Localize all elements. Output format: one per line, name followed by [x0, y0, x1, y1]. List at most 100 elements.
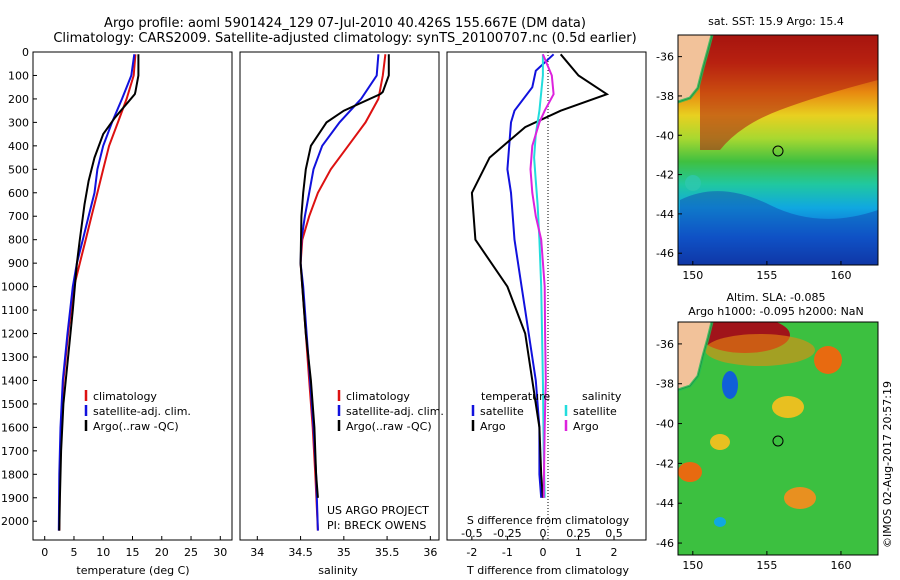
legend-label: Argo	[573, 420, 599, 433]
depth-tick-label: 200	[8, 93, 29, 106]
series-line-2	[299, 54, 390, 498]
temperature-legend: climatology satellite-adj. clim. Argo(..ra…	[84, 390, 191, 433]
legend-label: satellite-adj. clim.	[346, 405, 444, 418]
lon-tick-label: 160	[830, 269, 851, 282]
sla-argo-location	[772, 435, 784, 447]
legend-label: satellite	[480, 405, 524, 418]
legend-label: climatology	[346, 390, 410, 403]
sla-lon-ticks: 150 155 160	[682, 551, 851, 572]
imos-credit: ©IMOS 02-Aug-2017 20:57:19	[881, 381, 894, 548]
difference-legend: temperature salinity satellite Argo satellit…	[471, 390, 622, 433]
series-line-1	[470, 53, 610, 498]
x-tick-label: 10	[96, 546, 110, 559]
depth-tick-label: 600	[8, 187, 29, 200]
lat-tick-label: -44	[656, 497, 674, 510]
lat-tick-label: -42	[656, 457, 674, 470]
lat-tick-label: -40	[656, 129, 674, 142]
depth-tick-label: 100	[8, 69, 29, 82]
s-diff-tick-label: 0	[539, 527, 546, 540]
depth-tick-label: 700	[8, 210, 29, 223]
sst-map-frame	[677, 34, 879, 266]
depth-tick-label: 1400	[1, 374, 29, 387]
depth-axis-ticks: 0 100 200 300 400 500 600 700 800 900 1000 1100 1200…	[1, 46, 37, 528]
lat-tick-label: -38	[656, 90, 674, 103]
x-tick-label: 5	[70, 546, 77, 559]
series-line-2	[58, 54, 140, 531]
series-line-3	[529, 53, 555, 498]
s-difference-axis-label: S difference from climatology	[467, 514, 630, 527]
x-tick-label: 2	[611, 546, 618, 559]
lat-tick-label: -36	[656, 51, 674, 64]
depth-tick-label: 400	[8, 140, 29, 153]
series-line-1	[57, 54, 136, 531]
t-difference-axis-label: T difference from climatology	[466, 564, 629, 577]
lon-tick-label: 155	[756, 269, 777, 282]
series-line-2	[533, 54, 546, 498]
sst-argo-location	[772, 145, 784, 157]
s-difference-axis-ticks: -0.5 -0.25 0 0.25 0.5	[461, 527, 623, 540]
sst-lat-ticks: -36 -38 -40 -42 -44 -46	[656, 51, 682, 260]
sla-map-title-line2: Argo h1000: -0.095 h2000: NaN	[688, 305, 864, 318]
depth-tick-label: 2000	[1, 515, 29, 528]
temperature-profile-lines	[57, 54, 140, 531]
depth-tick-label: 1300	[1, 351, 29, 364]
lon-tick-label: 155	[756, 559, 777, 572]
project-annotation: US ARGO PROJECT	[327, 504, 429, 517]
lon-tick-label: 150	[682, 559, 703, 572]
sst-coast-edge	[678, 35, 714, 104]
s-diff-tick-label: -0.25	[493, 527, 521, 540]
sst-lon-ticks: 150 155 160	[682, 261, 851, 282]
sla-lat-ticks: -36 -38 -40 -42 -44 -46	[656, 338, 682, 550]
sla-map-title-line1: Altim. SLA: -0.085	[726, 291, 825, 304]
x-tick-label: 25	[184, 546, 198, 559]
temperature-plot-frame	[32, 51, 233, 541]
figure-title-line2: Climatology: CARS2009. Satellite-adjuste…	[53, 31, 636, 46]
sla-eddy-east	[814, 346, 842, 374]
lat-tick-label: -40	[656, 418, 674, 431]
s-diff-tick-label: 0.5	[605, 527, 623, 540]
x-tick-label: -1	[502, 546, 513, 559]
lat-tick-label: -38	[656, 378, 674, 391]
lon-tick-label: 160	[830, 559, 851, 572]
x-tick-label: 0	[41, 546, 48, 559]
lat-tick-label: -44	[656, 208, 674, 221]
difference-profile-lines	[470, 53, 610, 498]
salinity-plot-frame	[239, 51, 440, 541]
sst-map-title: sat. SST: 15.9 Argo: 15.4	[708, 15, 844, 28]
x-tick-label: 36	[423, 546, 437, 559]
depth-tick-label: 900	[8, 257, 29, 270]
figure-title-line1: Argo profile: aoml 5901424_129 07-Jul-20…	[104, 16, 586, 31]
series-line-0	[506, 53, 555, 498]
sla-high-north-rim	[705, 334, 815, 366]
temperature-axis-ticks: 0 5 10 15 20 25 30	[41, 536, 227, 559]
legend-label: satellite	[573, 405, 617, 418]
legend-label: Argo(..raw -QC)	[346, 420, 432, 433]
sla-eddy-mid	[772, 396, 804, 418]
salinity-panel: 34 34.5 35 35.5 36 climatology satellite-adj.…	[239, 51, 444, 577]
x-tick-label: 0	[539, 546, 546, 559]
sla-eddy-west	[710, 434, 730, 450]
sst-warm-tongue	[700, 35, 878, 150]
depth-tick-label: 1800	[1, 468, 29, 481]
depth-tick-label: 1900	[1, 492, 29, 505]
temperature-axis-label: temperature (deg C)	[76, 564, 189, 577]
x-tick-label: -2	[466, 546, 477, 559]
sst-cool-patch	[680, 191, 878, 265]
salinity-legend: climatology satellite-adj. clim. Argo(..ra…	[337, 390, 444, 433]
sla-map: Altim. SLA: -0.085 Argo h1000: -0.095 h2…	[656, 291, 879, 572]
legend-label: climatology	[93, 390, 157, 403]
lat-tick-label: -36	[656, 338, 674, 351]
lat-tick-label: -46	[656, 247, 674, 260]
lat-tick-label: -42	[656, 169, 674, 182]
sla-map-frame	[677, 321, 879, 556]
depth-tick-label: 1100	[1, 304, 29, 317]
depth-tick-label: 1500	[1, 398, 29, 411]
depth-tick-label: 0	[22, 46, 29, 59]
x-tick-label: 35	[337, 546, 351, 559]
sst-map: sat. SST: 15.9 Argo: 15.4 150 155 160 -36-…	[656, 15, 879, 282]
legend-label: Argo(..raw -QC)	[93, 420, 179, 433]
x-tick-label: 20	[155, 546, 169, 559]
sla-coast-edge	[678, 322, 714, 392]
sla-eddy-southwest	[678, 462, 702, 482]
